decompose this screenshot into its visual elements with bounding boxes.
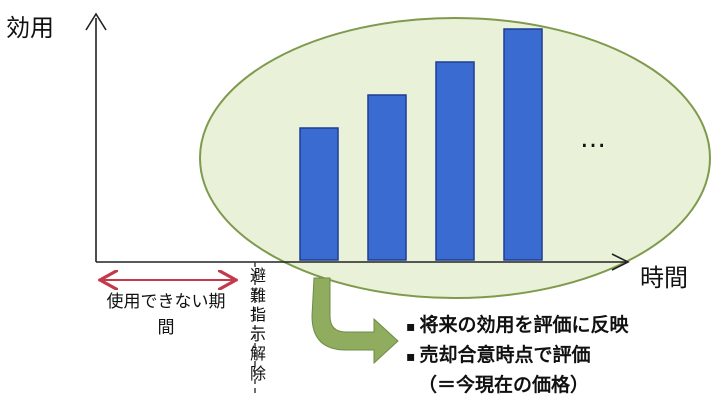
continuation-ellipsis: … [580,124,608,154]
x-axis-label: 時間 [640,264,688,292]
point-2: ▪ 売却合意時点で評価 [406,341,629,371]
utility-bar-1 [299,127,339,261]
key-points: ▪ 将来の効用を評価に反映 ▪ 売却合意時点で評価 （＝今現在の価格） [406,311,629,399]
y-axis-label: 効用 [6,14,54,42]
point-2-text: 売却合意時点で評価 [419,344,591,366]
bullet-icon: ▪ [406,319,416,335]
point-3: （＝今現在の価格） [418,371,629,399]
utility-bar-2 [367,94,407,261]
utility-bar-3 [435,61,475,261]
curved-arrow [311,277,399,365]
evacuation-lift-label: 避難指示解除 [249,266,266,383]
point-1-text: 将来の効用を評価に反映 [419,314,629,336]
point-3-text: （＝今現在の価格） [418,374,590,396]
x-axis-arrowhead [611,253,630,271]
bars-group [299,28,543,261]
utility-bar-4 [503,28,543,261]
bullet-icon: ▪ [406,349,416,365]
point-1: ▪ 将来の効用を評価に反映 [406,311,629,341]
y-axis-arrowhead [85,12,107,31]
unusable-period-label: 使用できない期間 [106,292,226,338]
